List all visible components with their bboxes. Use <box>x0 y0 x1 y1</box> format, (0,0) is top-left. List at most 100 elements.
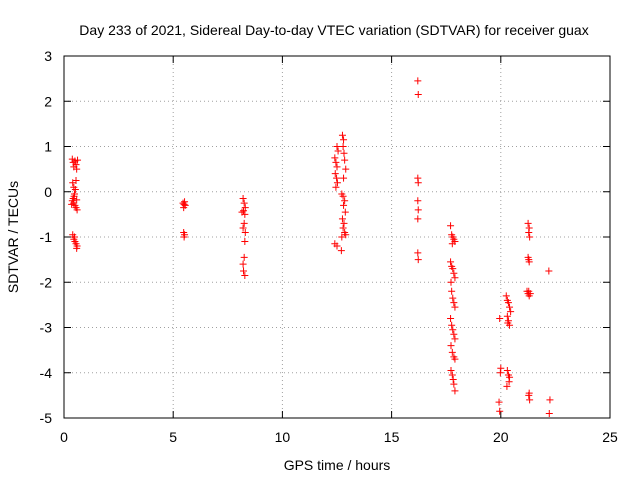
data-point <box>449 265 457 273</box>
data-point <box>341 197 349 205</box>
data-point <box>70 233 78 241</box>
data-point <box>414 256 422 264</box>
data-point <box>331 154 339 162</box>
data-point <box>447 314 455 322</box>
data-point <box>342 165 350 173</box>
data-point <box>450 299 458 307</box>
data-point <box>451 387 459 395</box>
data-point <box>73 196 81 204</box>
y-tick-label: 1 <box>44 139 52 155</box>
data-point <box>241 271 249 279</box>
y-tick-label: 2 <box>44 93 52 109</box>
data-point <box>341 208 349 216</box>
y-axis-label: SDTVAR / TECUs <box>5 181 21 293</box>
data-point <box>506 303 514 311</box>
data-point <box>240 207 248 215</box>
data-point <box>448 348 456 356</box>
data-point <box>450 269 458 277</box>
data-point <box>333 143 341 150</box>
data-point <box>414 179 422 187</box>
data-point <box>72 161 80 169</box>
data-point <box>448 240 456 248</box>
data-point <box>70 192 78 200</box>
data-point <box>339 224 347 232</box>
data-point <box>338 131 346 139</box>
data-point <box>338 215 346 223</box>
data-point <box>525 256 533 264</box>
y-tick-label: 3 <box>44 48 52 64</box>
data-point <box>545 267 553 275</box>
data-point <box>239 224 247 232</box>
data-point <box>504 299 512 307</box>
data-point <box>342 231 350 239</box>
data-point <box>450 330 458 338</box>
data-point <box>448 321 456 329</box>
data-point <box>241 238 249 246</box>
y-tick-label: -4 <box>40 365 53 381</box>
data-point <box>73 165 81 173</box>
data-point <box>339 192 347 200</box>
x-tick-label: 10 <box>275 429 291 445</box>
data-point <box>240 199 248 207</box>
data-point <box>338 233 346 241</box>
tick-labels: 0 5 10 15 20 25 -5 -4 -3 -2 -1 0 1 2 3 <box>40 48 618 445</box>
data-point <box>239 260 247 268</box>
data-point <box>73 244 81 252</box>
y-tick-label: -3 <box>40 320 53 336</box>
data-point <box>72 176 80 184</box>
data-point <box>414 249 422 257</box>
data-point <box>496 407 504 415</box>
data-point <box>333 174 341 182</box>
data-point <box>496 314 504 322</box>
data-point <box>181 198 189 206</box>
data-point <box>414 90 422 98</box>
data-point <box>334 147 342 155</box>
data-point <box>414 77 422 85</box>
data-point <box>448 371 456 379</box>
x-tick-label: 5 <box>169 429 177 445</box>
data-point <box>496 369 504 377</box>
data-point <box>180 233 188 241</box>
data-point <box>450 380 458 388</box>
data-point <box>503 366 511 374</box>
data-point <box>340 136 348 144</box>
data-point <box>339 143 347 150</box>
data-point <box>449 326 457 334</box>
y-tick-label: -1 <box>40 229 53 245</box>
axis-ticks <box>63 55 611 419</box>
chart-title: Day 233 of 2021, Sidereal Day-to-day VTE… <box>79 22 588 38</box>
data-point <box>447 278 455 286</box>
data-point <box>180 204 188 212</box>
y-tick-label: -2 <box>40 274 53 290</box>
x-tick-label: 20 <box>493 429 509 445</box>
data-point <box>241 204 249 212</box>
data-point <box>451 274 459 282</box>
data-point <box>340 219 348 227</box>
data-point <box>525 287 533 295</box>
data-point <box>447 366 455 374</box>
data-point <box>238 208 246 216</box>
data-point <box>240 253 248 261</box>
data-point <box>451 335 459 343</box>
data-point <box>525 228 533 236</box>
data-point <box>505 378 513 386</box>
data-point <box>337 247 345 255</box>
data-point <box>333 242 341 250</box>
data-point <box>503 312 511 320</box>
data-point <box>451 355 459 363</box>
data-point <box>526 233 534 241</box>
data-point <box>414 197 422 205</box>
data-point <box>451 303 459 311</box>
data-point <box>68 200 76 208</box>
data-point <box>503 382 511 390</box>
data-point <box>73 206 81 214</box>
data-point <box>447 342 455 350</box>
data-point <box>414 215 422 223</box>
data-point <box>333 163 341 171</box>
data-point <box>504 319 512 327</box>
data-point <box>74 156 82 164</box>
data-point <box>447 258 455 266</box>
y-tick-label: -5 <box>40 410 53 426</box>
